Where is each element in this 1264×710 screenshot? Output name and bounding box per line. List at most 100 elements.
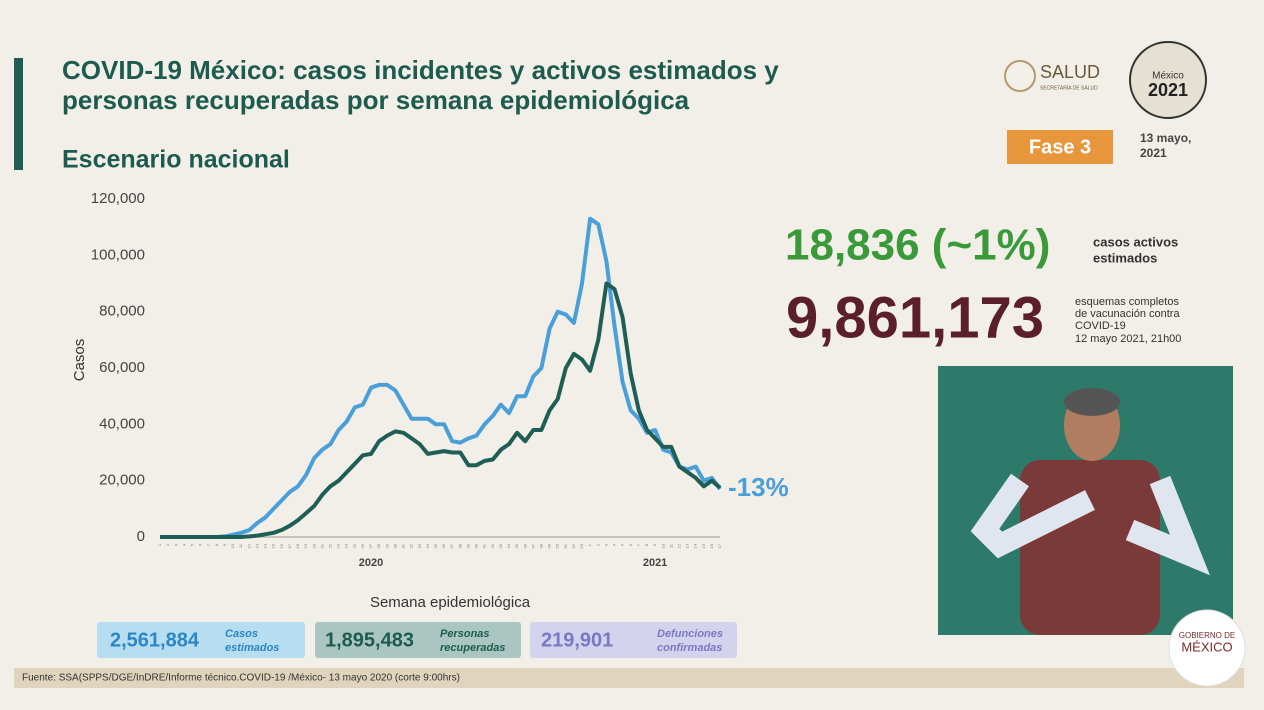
x-tick-label: 29 xyxy=(384,543,389,548)
x-tick-label: 3 xyxy=(173,543,178,546)
x-tick-label: 36 xyxy=(441,543,446,548)
total-label: estimados xyxy=(225,642,279,654)
gov-logo-text: MÉXICO xyxy=(1181,639,1232,654)
y-tick-label: 0 xyxy=(137,528,145,545)
x-tick-label: 33 xyxy=(417,543,422,548)
y-tick-label: 60,000 xyxy=(99,359,145,376)
y-tick-label: 120,000 xyxy=(91,190,145,207)
total-label: Casos xyxy=(225,628,258,640)
x-tick-label: 2 xyxy=(595,543,600,546)
salud-emblem xyxy=(1004,60,1036,92)
x-tick-label: 38 xyxy=(457,543,462,548)
x-tick-label: 23 xyxy=(336,543,341,548)
x-tick-label: 14 xyxy=(693,543,698,548)
x-tick-label: 16 xyxy=(279,543,284,548)
agency: SALUD xyxy=(1040,62,1100,82)
interpreter-video xyxy=(938,366,1233,635)
total-label: Defunciones xyxy=(657,628,723,640)
total-label: recuperadas xyxy=(440,642,505,654)
x-tick-label: 51 xyxy=(563,543,568,548)
x-tick-label: 43 xyxy=(498,543,503,548)
x-tick-label: 1 xyxy=(587,543,592,546)
total-box xyxy=(530,622,737,658)
x-axis-label: Semana epidemiológica xyxy=(370,594,531,611)
stat-label: 12 mayo 2021, 21h00 xyxy=(1075,333,1181,345)
x-tick-label: 26 xyxy=(360,543,365,548)
x-tick-label: 4 xyxy=(612,543,617,546)
x-tick-label: 10 xyxy=(230,543,235,548)
phase-badge xyxy=(1007,130,1113,164)
accent-bar xyxy=(14,58,23,170)
footer-bar xyxy=(14,668,1244,688)
total-box xyxy=(315,622,521,658)
total-box xyxy=(97,622,305,658)
logo-year: 2021 xyxy=(1148,80,1188,100)
x-tick-label: 49 xyxy=(547,543,552,548)
x-tick-label: 48 xyxy=(539,543,544,548)
x-tick-label: 25 xyxy=(352,543,357,548)
x-tick-label: 30 xyxy=(392,543,397,548)
stat-label: estimados xyxy=(1093,250,1157,265)
mexico-2021-logo xyxy=(1129,41,1207,119)
x-tick-label: 6 xyxy=(198,543,203,546)
x-tick-label: 11 xyxy=(238,543,243,548)
x-tick-label: 12 xyxy=(246,543,251,548)
x-tick-label: 3 xyxy=(603,543,608,546)
x-tick-label: 24 xyxy=(344,543,349,548)
x-tick-label: 41 xyxy=(482,543,487,548)
x-tick-label: 13 xyxy=(254,543,259,548)
vaccinations: 9,861,173 xyxy=(786,285,1044,350)
gov-logo xyxy=(1168,609,1246,687)
agency-sub: SECRETARÍA DE SALUD xyxy=(1040,84,1098,91)
x-tick-label: 37 xyxy=(449,543,454,548)
x-tick-label: 32 xyxy=(409,543,414,548)
x-tick-label: 50 xyxy=(555,543,560,548)
date: 2021 xyxy=(1140,146,1167,160)
phase: Fase 3 xyxy=(1029,136,1091,158)
person-arm xyxy=(1125,475,1210,576)
subtitle: Escenario nacional xyxy=(62,146,290,174)
x-tick-label: 40 xyxy=(474,543,479,548)
x-tick-label: 7 xyxy=(206,543,211,546)
x-tick-label: 14 xyxy=(263,543,268,548)
x-tick-label: 4 xyxy=(181,543,186,546)
x-tick-label: 20 xyxy=(311,543,316,548)
x-tick-label: 18 xyxy=(295,543,300,548)
x-tick-label: 17 xyxy=(287,543,292,548)
x-tick-label: 1 xyxy=(157,543,162,546)
x-tick-label: 35 xyxy=(433,543,438,548)
x-tick-label: 31 xyxy=(401,543,406,548)
total-label: confirmadas xyxy=(657,642,722,654)
x-tick-label: 10 xyxy=(660,543,665,548)
total-value: 2,561,884 xyxy=(110,629,200,651)
x-tick-label: 34 xyxy=(425,543,430,548)
person-hair xyxy=(1064,388,1120,416)
gov-logo-text: GOBIERNO DE xyxy=(1179,631,1235,640)
title-line: personas recuperadas por semana epidemio… xyxy=(62,85,690,115)
stat-label: COVID-19 xyxy=(1075,320,1126,332)
x-tick-label: 9 xyxy=(222,543,227,546)
y-tick-label: 100,000 xyxy=(91,246,145,263)
x-tick-label: 39 xyxy=(465,543,470,548)
x-tick-label: 42 xyxy=(490,543,495,548)
series-line xyxy=(160,281,722,539)
x-tick-label: 8 xyxy=(214,543,219,546)
footer: Fuente: SSA(SPPS/DGE/InDRE/Informe técni… xyxy=(22,673,460,684)
x-tick-label: 9 xyxy=(652,543,657,546)
annotation: -13% xyxy=(728,472,789,502)
series-line xyxy=(160,216,722,539)
x-tick-label: 19 xyxy=(303,543,308,548)
x-tick-label: 2 xyxy=(165,543,170,546)
x-tick-label: 17 xyxy=(717,543,722,548)
x-tick-label: 21 xyxy=(319,543,324,548)
y-axis-label: Casos xyxy=(71,339,88,382)
year-label: 2020 xyxy=(359,557,383,569)
logo-text: México xyxy=(1152,71,1184,82)
chart: 0 20,000 40,000 60,000 80,000 100,000 120,000 1… xyxy=(71,190,789,611)
x-tick-label: 45 xyxy=(514,543,519,548)
person-arm xyxy=(970,473,1095,559)
x-tick-label: 11 xyxy=(668,543,673,548)
x-tick-label: 47 xyxy=(530,543,535,548)
